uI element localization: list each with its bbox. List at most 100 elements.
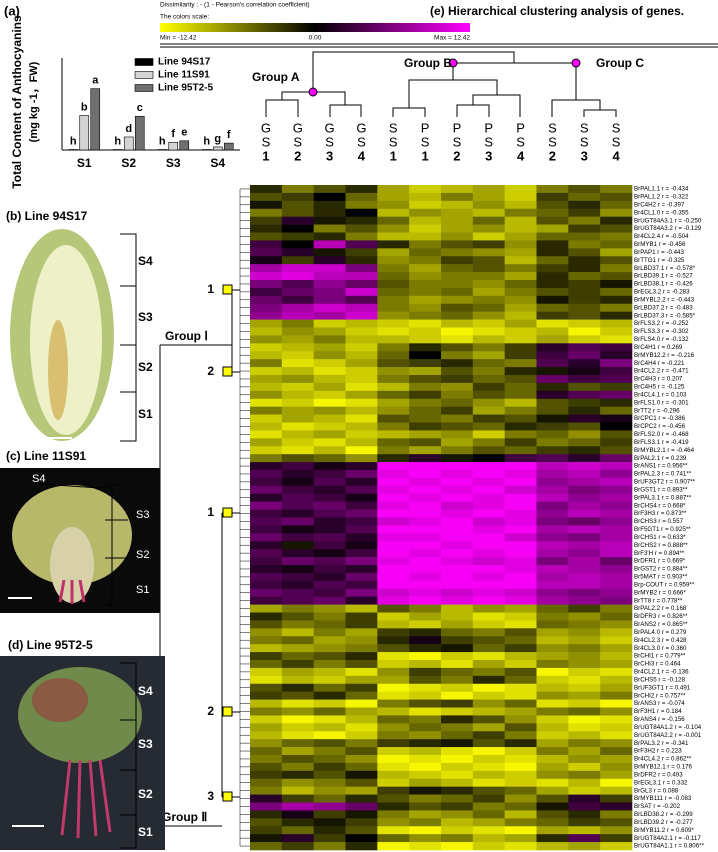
- heatmap-cell: [250, 667, 283, 677]
- heatmap-cell: [472, 652, 505, 661]
- heatmap-cell: [250, 723, 283, 732]
- heatmap-cell: [568, 438, 601, 447]
- heatmap-cell: [568, 462, 601, 471]
- row-label: Br4CL4.1 r = 0.103: [634, 391, 687, 398]
- heatmap-cell: [409, 667, 442, 677]
- heatmap-cell: [409, 723, 442, 732]
- heatmap-cell: [313, 770, 346, 780]
- heatmap-cell: [409, 454, 442, 463]
- heatmap-cell: [409, 644, 442, 653]
- heatmap-cell: [568, 549, 601, 558]
- heatmap-cell: [250, 644, 283, 653]
- heatmap-cell: [281, 501, 314, 510]
- row-label: BrTT2 r = -0.296: [634, 407, 680, 414]
- heatmap-cell: [409, 359, 442, 368]
- heatmap-cell: [281, 319, 314, 328]
- heatmap-cell: [536, 359, 569, 368]
- heatmap-cell: [345, 327, 378, 336]
- heatmap-cell: [536, 398, 569, 407]
- heatmap-cell: [281, 636, 314, 645]
- heatmap-cell: [409, 739, 442, 748]
- heatmap-cell: [600, 359, 633, 368]
- heatmap-cell: [250, 533, 283, 542]
- heatmap-cell: [536, 240, 569, 249]
- heatmap-cell: [281, 699, 314, 708]
- row-label: BrF3H3 r = 0.873**: [634, 510, 687, 517]
- heatmap-cell: [472, 303, 505, 312]
- heatmap-cell: [600, 382, 633, 392]
- dendrogram-branch: [392, 62, 576, 117]
- heatmap-cell: [281, 612, 314, 621]
- heatmap-cell: [250, 470, 283, 479]
- heatmap-cell: [600, 367, 633, 376]
- heatmap-cell: [472, 248, 505, 257]
- column-label: S: [389, 134, 398, 149]
- heatmap-cell: [472, 192, 505, 202]
- heatmap-cell: [536, 430, 569, 439]
- heatmap-cell: [600, 636, 633, 645]
- row-label: BrUF3GT1 r = 0.491: [634, 684, 691, 691]
- heatmap-cell: [377, 398, 410, 407]
- heatmap-cell: [504, 596, 537, 605]
- heatmap-cell: [600, 485, 633, 495]
- heatmap-cell: [504, 818, 537, 827]
- heatmap-cell: [504, 375, 537, 384]
- row-label: BrF3H1 r = 0.184: [634, 708, 682, 715]
- column-label: S: [580, 120, 589, 135]
- heatmap-cell: [568, 208, 601, 217]
- heatmap-cell: [441, 311, 474, 320]
- heatmap-cell: [536, 667, 569, 677]
- heatmap-cell: [600, 311, 633, 320]
- heatmap-cell: [441, 620, 474, 629]
- row-label: BrANS2 r = 0.865**: [634, 621, 688, 628]
- heatmap-cell: [504, 731, 537, 740]
- heatmap-cell: [536, 319, 569, 328]
- heatmap-cell: [600, 224, 633, 233]
- heatmap-cell: [345, 470, 378, 479]
- column-label: S: [325, 134, 334, 149]
- row-label: BrEGL3.1 r = 0.332: [634, 779, 688, 786]
- heatmap-cell: [377, 438, 410, 447]
- heatmap-cell: [600, 755, 633, 764]
- heatmap-cell: [281, 755, 314, 764]
- heatmap-cell: [281, 343, 314, 352]
- heatmap-cell: [472, 731, 505, 740]
- heatmap-cell: [345, 414, 378, 423]
- heatmap-cell: [409, 810, 442, 819]
- heatmap-cell: [409, 280, 442, 289]
- row-label: BrCHS3 r = 0.557: [634, 518, 684, 525]
- heatmap-cell: [568, 683, 601, 692]
- heatmap-cell: [536, 477, 569, 487]
- row-label: BrCHS4 r = 0.668*: [634, 502, 686, 509]
- heatmap-cell: [472, 557, 505, 566]
- row-label: BrLBD39.2 r = -0.277: [634, 819, 693, 826]
- heatmap-cell: [472, 359, 505, 368]
- legend-label: Line 11S91: [158, 70, 210, 81]
- row-label: BrCHI1 r = 0.779**: [634, 653, 686, 660]
- heatmap-cell: [568, 509, 601, 518]
- heatmap-cell: [536, 842, 569, 851]
- heatmap-cell: [409, 818, 442, 827]
- heatmap-cell: [409, 232, 442, 241]
- heatmap-cell: [377, 335, 410, 344]
- heatmap-cell: [409, 549, 442, 558]
- heatmap-cell: [281, 747, 314, 756]
- heatmap-cell: [536, 739, 569, 748]
- heatmap-cell: [441, 287, 474, 297]
- heatmap-cell: [345, 462, 378, 471]
- row-label: BrPAL1.1 r = -0.434: [634, 186, 689, 193]
- heatmap-cell: [377, 200, 410, 210]
- row-label: BrDFR3 r = 0.826**: [634, 613, 688, 620]
- heatmap-cell: [536, 636, 569, 645]
- heatmap-cell: [409, 216, 442, 225]
- cluster-node: [448, 58, 458, 68]
- heatmap-cell: [250, 715, 283, 724]
- dendrogram-branch: [265, 51, 515, 117]
- column-group-label: Group B: [404, 56, 452, 70]
- heatmap-cell: [536, 454, 569, 463]
- cabbage-heart: [48, 320, 68, 420]
- heatmap-cell: [281, 272, 314, 281]
- heatmap-cell: [504, 248, 537, 257]
- scale-label: Min = -12.42: [160, 35, 197, 42]
- row-label: BrGST1 r = 0.893**: [634, 486, 688, 493]
